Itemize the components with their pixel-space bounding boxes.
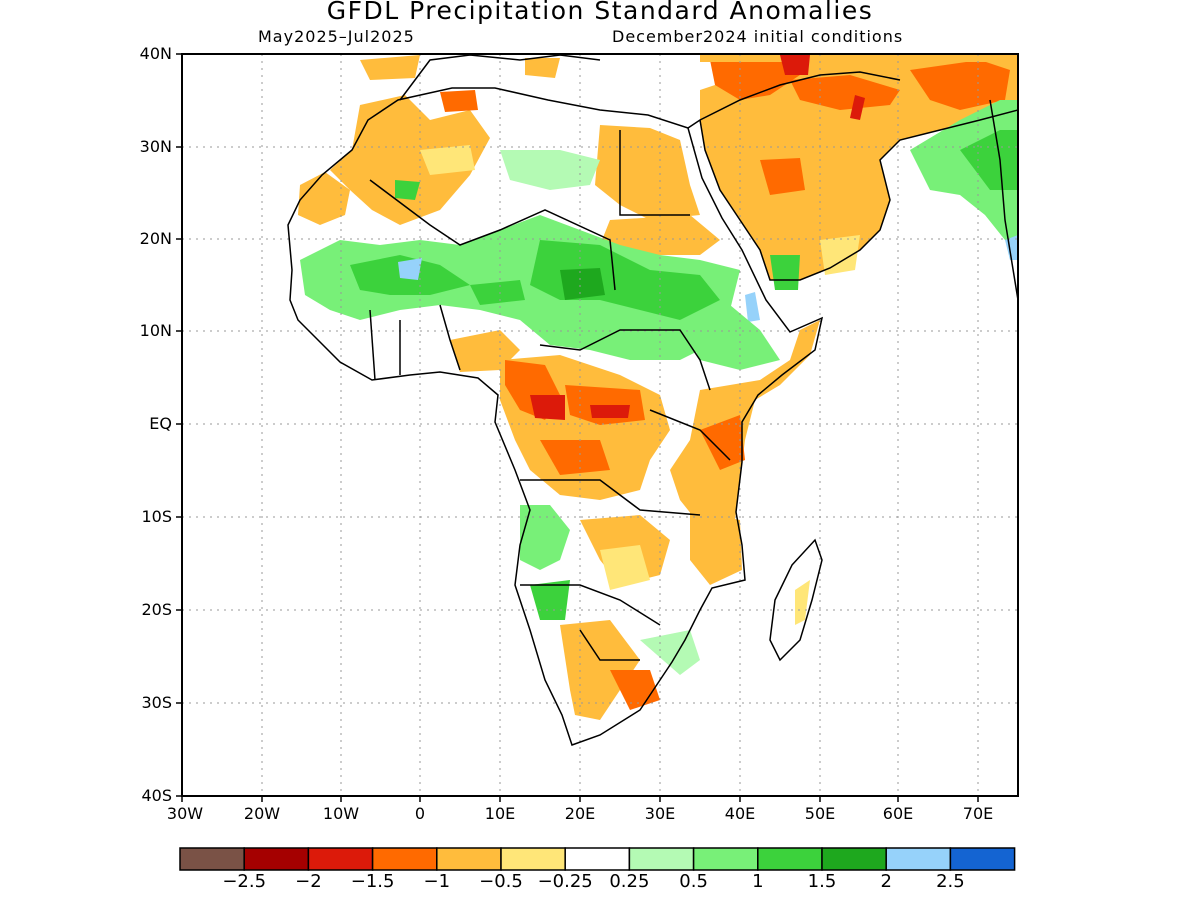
lon-label: 50E [804,804,836,823]
lon-label: 30E [644,804,676,823]
lon-label: 30W [166,804,204,823]
graticule [182,54,1018,796]
lon-label: 60E [882,804,914,823]
lon-label: 40E [724,804,756,823]
colorbar-label: −1.5 [350,871,395,892]
colorbar-label: 1 [752,871,764,892]
colorbar-label: −2 [295,871,322,892]
lat-label: 40N [139,44,172,63]
colorbar-label: 2 [880,871,892,892]
lat-label: 20N [139,229,172,248]
forecast-period: May2025–Jul2025 [258,27,415,46]
colorbar-label: 0.25 [609,871,650,892]
colorbar-label: 1.5 [807,871,837,892]
lat-label: 10S [141,507,172,526]
coastlines [287,54,1018,746]
lon-label: 0 [414,804,426,823]
lat-label: EQ [149,414,172,433]
chart-title: GFDL Precipitation Standard Anomalies [326,0,874,25]
colorbar-label: 2.5 [936,871,965,892]
colorbar-label: −0.25 [537,871,593,892]
lon-label: 20E [564,804,596,823]
colorbar-label: 0.5 [679,871,708,892]
colorbar-label: −1 [423,871,451,892]
lon-label: 70E [962,804,994,823]
axis-ticks [176,53,979,802]
lat-label: 10N [139,321,172,340]
map-frame [181,53,1019,797]
lon-label: 20W [243,804,281,823]
lon-label: 10W [322,804,360,823]
lat-label: 20S [141,600,172,619]
colorbar-label: −2.5 [222,871,267,892]
initial-conditions: December2024 initial conditions [612,27,904,46]
colorbar-label: −0.5 [479,871,523,892]
lat-label: 30N [139,137,172,156]
lat-label: 40S [141,786,172,805]
anomaly-fill [288,55,1018,745]
lat-label: 30S [141,693,172,712]
lon-label: 10E [484,804,516,823]
